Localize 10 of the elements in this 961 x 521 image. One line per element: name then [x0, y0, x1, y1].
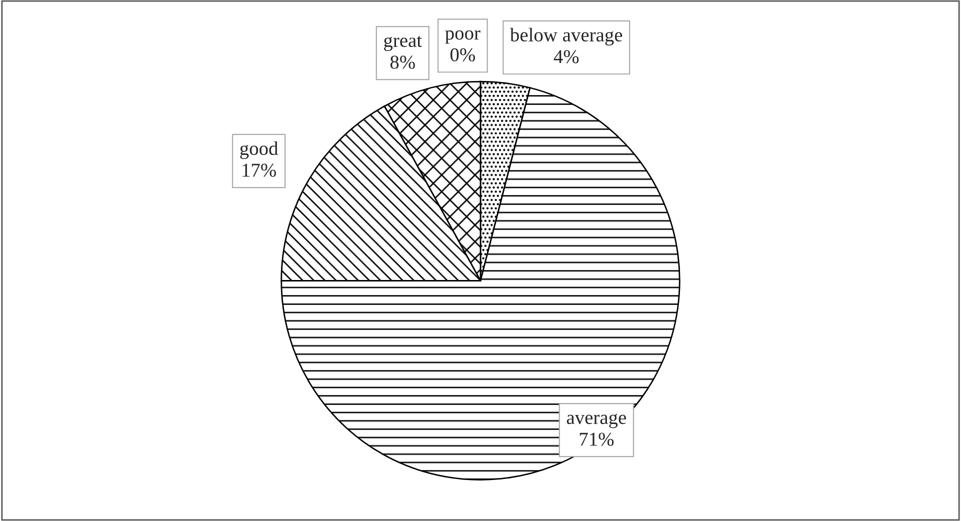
- data-label: 8%: [390, 56, 415, 69]
- slice-label: below average: [510, 28, 622, 46]
- data-label: 71%: [580, 432, 614, 446]
- category-label: poor: [445, 30, 480, 44]
- slice-label: good: [240, 141, 278, 160]
- data-label: 4%: [554, 50, 579, 64]
- slice-label: average: [566, 414, 626, 428]
- text: 0%: [450, 48, 475, 62]
- slice-label: great: [384, 36, 422, 52]
- data-label: 17%: [242, 164, 276, 177]
